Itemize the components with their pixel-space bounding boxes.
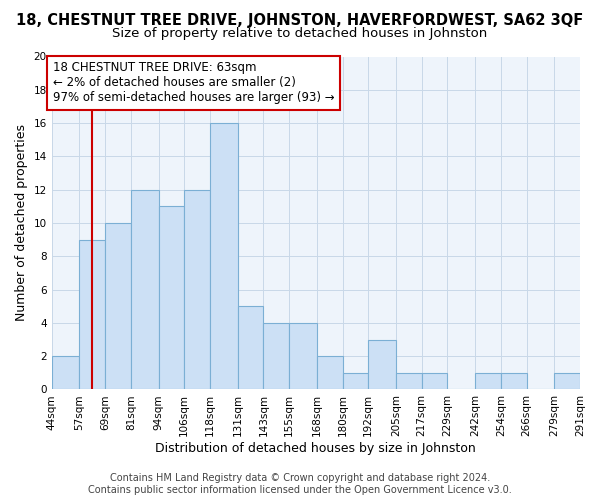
Bar [79, 240, 105, 390]
Text: Size of property relative to detached houses in Johnston: Size of property relative to detached ho… [112, 28, 488, 40]
Bar [422, 373, 448, 390]
Bar [263, 323, 289, 390]
X-axis label: Distribution of detached houses by size in Johnston: Distribution of detached houses by size … [155, 442, 476, 455]
Bar [343, 373, 368, 390]
Y-axis label: Number of detached properties: Number of detached properties [15, 124, 28, 322]
Bar [105, 223, 131, 390]
Bar [131, 190, 158, 390]
Bar [184, 190, 210, 390]
Bar [396, 373, 422, 390]
Bar [368, 340, 396, 390]
Text: 18 CHESTNUT TREE DRIVE: 63sqm
← 2% of detached houses are smaller (2)
97% of sem: 18 CHESTNUT TREE DRIVE: 63sqm ← 2% of de… [53, 62, 334, 104]
Bar [317, 356, 343, 390]
Bar [210, 123, 238, 390]
Bar [554, 373, 580, 390]
Bar [238, 306, 263, 390]
Bar [52, 356, 79, 390]
Bar [158, 206, 184, 390]
Bar [475, 373, 501, 390]
Bar [289, 323, 317, 390]
Text: 18, CHESTNUT TREE DRIVE, JOHNSTON, HAVERFORDWEST, SA62 3QF: 18, CHESTNUT TREE DRIVE, JOHNSTON, HAVER… [16, 12, 584, 28]
Bar [501, 373, 527, 390]
Text: Contains HM Land Registry data © Crown copyright and database right 2024.
Contai: Contains HM Land Registry data © Crown c… [88, 474, 512, 495]
